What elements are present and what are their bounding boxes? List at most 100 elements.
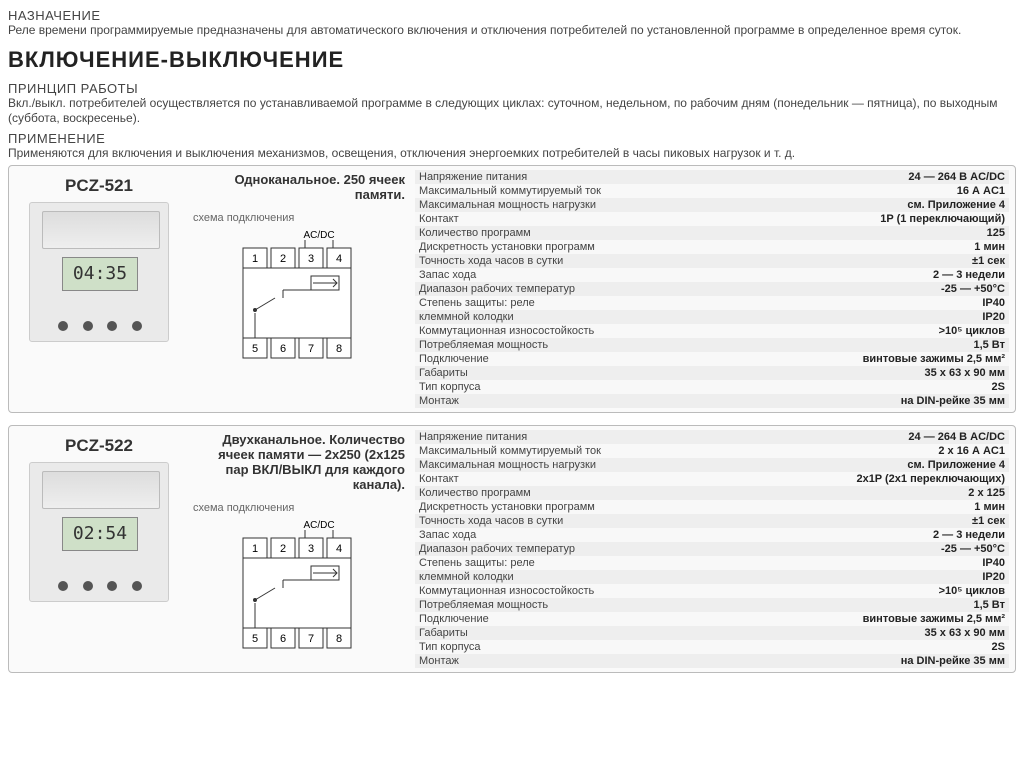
- spec-value: 2 — 3 недели: [933, 529, 1005, 541]
- spec-value: на DIN-рейке 35 мм: [901, 655, 1005, 667]
- usage-heading: ПРИМЕНЕНИЕ: [8, 131, 1016, 146]
- spec-value: 2x1P (2x1 переключающих): [856, 473, 1005, 485]
- spec-row: Подключениевинтовые зажимы 2,5 мм²: [415, 612, 1009, 626]
- spec-row: Контакт 2x1P (2x1 переключающих): [415, 472, 1009, 486]
- spec-label: Контакт: [419, 213, 459, 225]
- product-block: PCZ-522 02:54 Двухканальное. Количество …: [8, 425, 1016, 673]
- spec-label: Габариты: [419, 627, 468, 639]
- spec-row: Запас хода 2 — 3 недели: [415, 528, 1009, 542]
- purpose-heading: НАЗНАЧЕНИЕ: [8, 8, 1016, 23]
- spec-value: -25 — +50°C: [941, 543, 1005, 555]
- main-title: ВКЛЮЧЕНИЕ-ВЫКЛЮЧЕНИЕ: [8, 47, 1016, 73]
- svg-text:2: 2: [280, 253, 286, 265]
- spec-row: Максимальный коммутируемый ток 16 А AC1: [415, 184, 1009, 198]
- svg-text:3: 3: [308, 253, 314, 265]
- spec-value: 1,5 Вт: [973, 599, 1005, 611]
- spec-row: Максимальная мощность нагрузкисм. Прилож…: [415, 458, 1009, 472]
- spec-label: Точность хода часов в сутки: [419, 255, 563, 267]
- model-label: PCZ-521: [65, 176, 133, 196]
- spec-row: Напряжение питания24 — 264 В AC/DC: [415, 430, 1009, 444]
- spec-label: Дискретность установки программ: [419, 501, 595, 513]
- spec-label: Точность хода часов в сутки: [419, 515, 563, 527]
- spec-label: Потребляемая мощность: [419, 339, 548, 351]
- spec-value: -25 — +50°C: [941, 283, 1005, 295]
- spec-row: Дискретность установки программ 1 мин: [415, 500, 1009, 514]
- spec-row: Габариты35 x 63 x 90 мм: [415, 366, 1009, 380]
- spec-row: Точность хода часов в сутки ±1 сек: [415, 254, 1009, 268]
- spec-row: Точность хода часов в сутки±1 сек: [415, 514, 1009, 528]
- spec-label: Подключение: [419, 353, 489, 365]
- svg-text:4: 4: [336, 543, 342, 555]
- specs-table: Напряжение питания24 — 264 В AC/DCМаксим…: [409, 166, 1015, 412]
- spec-value: винтовые зажимы 2,5 мм²: [863, 353, 1005, 365]
- svg-text:AC/DC: AC/DC: [303, 230, 334, 241]
- svg-text:5: 5: [252, 633, 258, 645]
- spec-value: 1 мин: [974, 501, 1005, 513]
- spec-label: Количество программ: [419, 227, 531, 239]
- svg-text:2: 2: [280, 543, 286, 555]
- spec-row: Диапазон рабочих температур -25 — +50°C: [415, 542, 1009, 556]
- spec-row: Напряжение питания 24 — 264 В AC/DC: [415, 170, 1009, 184]
- device-display: 04:35: [62, 257, 138, 291]
- spec-row: Дискретность установки программ 1 мин: [415, 240, 1009, 254]
- spec-value: 35 x 63 x 90 мм: [925, 627, 1006, 639]
- spec-label: Потребляемая мощность: [419, 599, 548, 611]
- spec-row: Тип корпуса2S: [415, 640, 1009, 654]
- product-block: PCZ-521 04:35 Одноканальное. 250 ячеек п…: [8, 165, 1016, 413]
- spec-label: Максимальная мощность нагрузки: [419, 459, 596, 471]
- spec-label: Монтаж: [419, 395, 459, 407]
- model-label: PCZ-522: [65, 436, 133, 456]
- spec-value: ±1 сек: [972, 255, 1005, 267]
- spec-row: Коммутационная износостойкость>10⁵ цикло…: [415, 324, 1009, 338]
- spec-label: Максимальная мощность нагрузки: [419, 199, 596, 211]
- schema-label: схема подключения: [193, 502, 405, 514]
- spec-label: Степень защиты: реле: [419, 297, 535, 309]
- spec-row: Подключение винтовые зажимы 2,5 мм²: [415, 352, 1009, 366]
- spec-value: 1,5 Вт: [973, 339, 1005, 351]
- spec-row: Максимальный коммутируемый ток2 x 16 А A…: [415, 444, 1009, 458]
- spec-label: Максимальный коммутируемый ток: [419, 185, 601, 197]
- spec-value: 2 x 16 А AC1: [938, 445, 1005, 457]
- device-display: 02:54: [62, 517, 138, 551]
- spec-row: Потребляемая мощность 1,5 Вт: [415, 598, 1009, 612]
- spec-label: Коммутационная износостойкость: [419, 585, 594, 597]
- spec-label: Напряжение питания: [419, 431, 527, 443]
- spec-label: Диапазон рабочих температур: [419, 283, 575, 295]
- spec-value: винтовые зажимы 2,5 мм²: [863, 613, 1005, 625]
- spec-value: 16 А AC1: [957, 185, 1005, 197]
- spec-value: >10⁵ циклов: [939, 325, 1005, 337]
- spec-label: Монтаж: [419, 655, 459, 667]
- spec-value: 1 мин: [974, 241, 1005, 253]
- spec-label: Количество программ: [419, 487, 531, 499]
- spec-row: Запас хода 2 — 3 недели: [415, 268, 1009, 282]
- spec-label: Диапазон рабочих температур: [419, 543, 575, 555]
- spec-value: 1P (1 переключающий): [880, 213, 1005, 225]
- spec-value: 2S: [992, 381, 1005, 393]
- device-photo: 04:35: [29, 202, 169, 342]
- spec-label: Дискретность установки программ: [419, 241, 595, 253]
- spec-value: 24 — 264 В AC/DC: [908, 171, 1005, 183]
- svg-text:5: 5: [252, 343, 258, 355]
- spec-row: Коммутационная износостойкость>10⁵ цикло…: [415, 584, 1009, 598]
- spec-label: Запас хода: [419, 529, 476, 541]
- spec-row: Монтажна DIN-рейке 35 мм: [415, 394, 1009, 408]
- spec-label: Габариты: [419, 367, 468, 379]
- spec-row: клеммной колодкиIP20: [415, 570, 1009, 584]
- spec-row: Степень защиты: релеIP40: [415, 556, 1009, 570]
- spec-value: 2 x 125: [968, 487, 1005, 499]
- purpose-text: Реле времени программируемые предназначе…: [8, 23, 1016, 39]
- spec-row: Количество программ 2 x 125: [415, 486, 1009, 500]
- svg-text:3: 3: [308, 543, 314, 555]
- spec-label: Напряжение питания: [419, 171, 527, 183]
- product-title: Двухканальное. Количество ячеек памяти —…: [193, 432, 405, 492]
- svg-text:1: 1: [252, 253, 258, 265]
- spec-value: IP40: [982, 557, 1005, 569]
- wiring-diagram: AC/DC 1234 5678: [233, 518, 373, 658]
- spec-label: Контакт: [419, 473, 459, 485]
- spec-label: Запас хода: [419, 269, 476, 281]
- spec-value: IP20: [982, 311, 1005, 323]
- spec-value: 125: [987, 227, 1005, 239]
- spec-value: IP40: [982, 297, 1005, 309]
- svg-text:1: 1: [252, 543, 258, 555]
- spec-value: 2 — 3 недели: [933, 269, 1005, 281]
